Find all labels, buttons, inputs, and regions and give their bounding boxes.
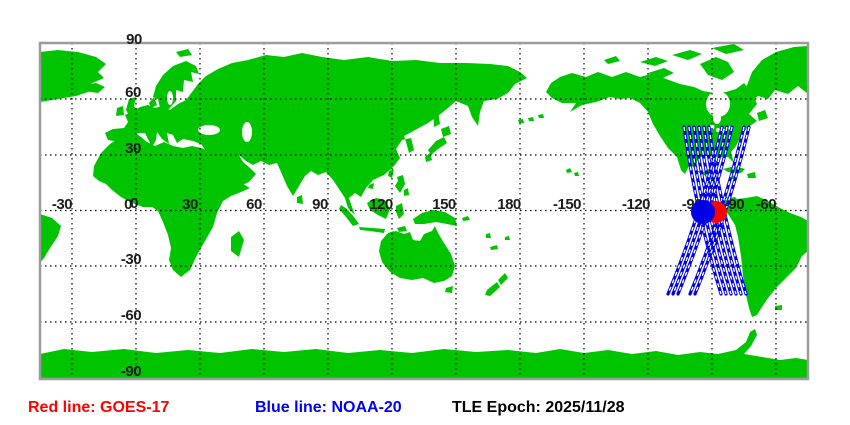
map-frame xyxy=(38,41,810,381)
land-borneo xyxy=(367,198,390,219)
lon-label-150: 150 xyxy=(432,196,456,213)
land-arctic-islands xyxy=(604,44,744,80)
lake-superior xyxy=(709,124,715,130)
lon-label-90: 90 xyxy=(312,196,328,213)
lake-michigan xyxy=(716,128,720,132)
land-honshu xyxy=(428,137,447,155)
lat-label--60: -60 xyxy=(121,307,141,324)
land-greenland-east xyxy=(40,50,106,102)
noaa20-subpoint-dot xyxy=(691,200,715,224)
lat-label-60: 60 xyxy=(125,84,141,101)
land-ireland xyxy=(116,106,124,116)
lon-label-120: 120 xyxy=(369,196,393,213)
continents-layer xyxy=(40,44,808,379)
lat-label-90: 90 xyxy=(126,31,142,48)
land-sumatra xyxy=(339,205,359,226)
lon-label-0: 0 xyxy=(124,196,132,213)
lon-label-60: 60 xyxy=(246,196,262,213)
land-falklands xyxy=(775,305,782,310)
land-africa xyxy=(93,134,250,277)
lat-label-30: 30 xyxy=(125,140,141,157)
land-north-america xyxy=(546,72,757,205)
lon-label--120: -120 xyxy=(622,196,650,213)
lon-label--150: -150 xyxy=(553,196,581,213)
land-philippines xyxy=(395,175,409,196)
lake-caspian-sea xyxy=(242,122,252,142)
land-hokkaido xyxy=(441,126,451,137)
legend-goes17-red-line: Red line: GOES-17 xyxy=(28,399,170,416)
lat-label--30: -30 xyxy=(121,251,141,268)
lake-james-bay xyxy=(713,112,721,124)
lake-baltic-sea xyxy=(167,91,173,105)
lon-label-30: 30 xyxy=(182,196,198,213)
lon-label-180: 180 xyxy=(497,196,521,213)
land-madagascar xyxy=(231,231,244,257)
land-greenland-west xyxy=(746,46,808,104)
land-new-guinea xyxy=(413,210,457,226)
land-south-america-wrap xyxy=(40,214,61,263)
lon-label--30: -30 xyxy=(52,196,72,213)
land-australia xyxy=(379,226,455,283)
land-scandinavia xyxy=(153,61,199,110)
lat-label--90: -90 xyxy=(121,363,141,380)
land-denmark xyxy=(149,97,157,108)
land-newfoundland xyxy=(757,110,768,121)
land-iceland xyxy=(82,83,105,93)
land-svalbard xyxy=(176,49,192,57)
land-south-america xyxy=(722,196,808,317)
land-sakhalin xyxy=(433,105,440,127)
land-new-zealand xyxy=(485,273,508,296)
land-hispaniola xyxy=(747,172,756,178)
lake-hudson-bay xyxy=(706,91,730,117)
lon-label--60: -60 xyxy=(756,196,776,213)
land-aleutians xyxy=(518,114,544,123)
land-eurasia xyxy=(105,53,527,215)
land-sri-lanka xyxy=(297,195,303,204)
land-tasmania xyxy=(445,286,453,293)
lat-label-0: 0 xyxy=(130,195,138,212)
land-taiwan xyxy=(388,169,394,178)
legend-tle-epoch: TLE Epoch: 2025/11/28 xyxy=(452,399,625,416)
land-java xyxy=(359,227,385,233)
land-hainan xyxy=(368,183,374,189)
land-antarctica xyxy=(40,329,808,379)
legend-noaa20-blue-line: Blue line: NOAA-20 xyxy=(255,399,402,416)
lon-label--90-repeat: -90 xyxy=(724,196,744,213)
lake-black-sea xyxy=(198,125,220,135)
axis-labels: 90 60 30 0 -30 -60 -90 -30 0 30 60 90 12… xyxy=(52,31,777,380)
